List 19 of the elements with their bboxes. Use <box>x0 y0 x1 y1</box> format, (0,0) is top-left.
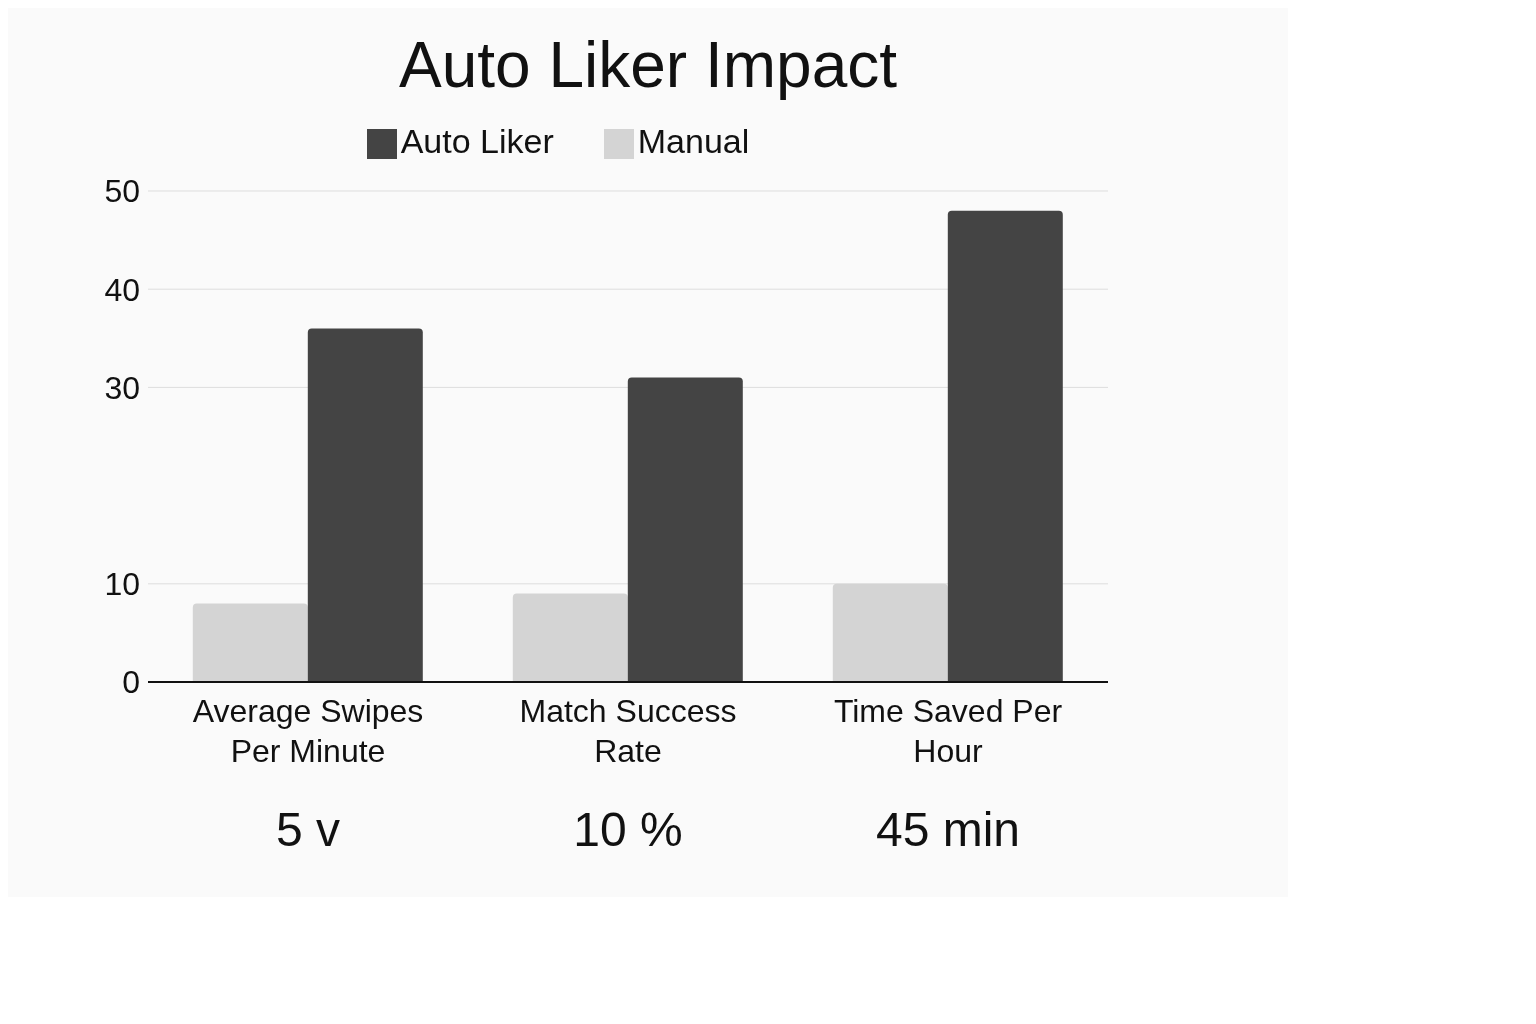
legend-label: Auto Liker <box>400 122 554 160</box>
y-tick-label: 10 <box>104 566 140 603</box>
text: 45 min <box>874 802 1022 857</box>
x-tick-label: Average Swipes Per Minute <box>192 693 424 769</box>
y-tick-label: 50 <box>104 173 140 210</box>
y-tick-label: 40 <box>104 271 140 308</box>
bar <box>307 328 423 682</box>
text: 10 % <box>572 802 684 857</box>
bar <box>627 377 743 682</box>
bar <box>947 210 1063 682</box>
chart-title: Auto Liker Impact <box>398 28 898 102</box>
x-tick-label: Time Saved Per Hour <box>833 693 1063 769</box>
bar <box>192 603 308 682</box>
legend-label: Manual <box>637 122 750 160</box>
x-tick-label: Match Success Rate <box>519 693 737 769</box>
y-tick-label: 30 <box>104 369 140 406</box>
y-tick-label: 0 <box>122 664 140 701</box>
text: 5 v <box>275 802 341 857</box>
bar <box>512 593 628 682</box>
